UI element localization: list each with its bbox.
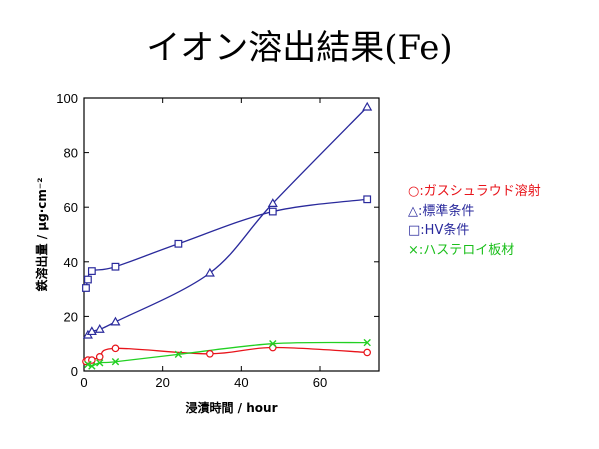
legend-label: □:HV条件 [408, 223, 470, 238]
y-tick-label: 80 [64, 146, 78, 161]
x-stroke [174, 350, 183, 359]
data-point-square [82, 284, 90, 292]
series-line [85, 346, 368, 362]
x-stroke [96, 359, 104, 367]
data-point-triangle [204, 267, 215, 277]
legend-item-gas-shroud: ○:ガスシュラウド溶射 [408, 182, 541, 202]
data-point-triangle [362, 101, 373, 111]
data-point-triangle [94, 324, 105, 333]
data-point-x [96, 359, 104, 367]
data-point-square [87, 267, 96, 275]
data-point-x [84, 360, 92, 369]
data-point-x [363, 338, 371, 347]
data-point-x [269, 340, 277, 348]
data-point-square [111, 262, 120, 271]
x-tick-label: 20 [155, 375, 169, 390]
data-point-square [268, 207, 277, 216]
y-tick-label: 0 [71, 364, 78, 379]
data-point-x [88, 362, 96, 370]
legend-item-standard: △:標準条件 [408, 202, 541, 222]
x-tick-label: 0 [80, 375, 87, 390]
data-point-triangle [86, 326, 97, 336]
data-point-triangle [267, 198, 278, 207]
series-line [87, 106, 368, 336]
legend-label: ×:ハステロイ板材 [408, 242, 515, 258]
legend-label: △:標準条件 [408, 203, 475, 219]
marker-layer [82, 101, 373, 370]
data-point-circle [111, 344, 120, 353]
data-point-square [363, 195, 372, 204]
x-tick-label: 60 [313, 375, 327, 390]
x-stroke [84, 360, 92, 369]
data-point-x [111, 358, 120, 366]
legend-item-hastelloy: ×:ハステロイ板材 [408, 241, 541, 261]
x-axis-label: 浸漬時間 / hour [186, 400, 278, 415]
x-stroke [88, 362, 96, 370]
y-tick-label: 100 [56, 91, 78, 106]
curve-layer [85, 106, 368, 367]
tick-layer: 0 20 40 60 0 20 40 60 80 100 [56, 91, 379, 390]
legend: ○:ガスシュラウド溶射 △:標準条件 □:HV条件 ×:ハステロイ板材 [408, 182, 541, 260]
data-point-circle [95, 353, 104, 361]
data-point-square [174, 239, 183, 248]
x-stroke [363, 338, 371, 347]
x-stroke [269, 340, 277, 348]
data-point-x [174, 350, 183, 359]
x-tick-label: 40 [234, 375, 248, 390]
data-point-square [84, 275, 92, 284]
y-tick-label: 20 [64, 309, 78, 324]
plot-frame [83, 97, 380, 372]
y-tick-label: 60 [64, 200, 78, 215]
data-point-circle [206, 350, 214, 358]
data-point-circle [363, 348, 372, 357]
slide-title: イオン溶出結果(Fe) [146, 28, 453, 68]
y-axis-label: 鉄溶出量 / μg·cm⁻² [34, 178, 49, 292]
series-line [87, 341, 368, 367]
legend-label: ○:ガスシュラウド溶射 [408, 184, 541, 199]
x-stroke [111, 358, 120, 366]
legend-item-hv: □:HV条件 [408, 221, 541, 241]
series-line [85, 198, 368, 289]
data-point-triangle [110, 316, 121, 326]
y-tick-label: 40 [64, 255, 78, 270]
